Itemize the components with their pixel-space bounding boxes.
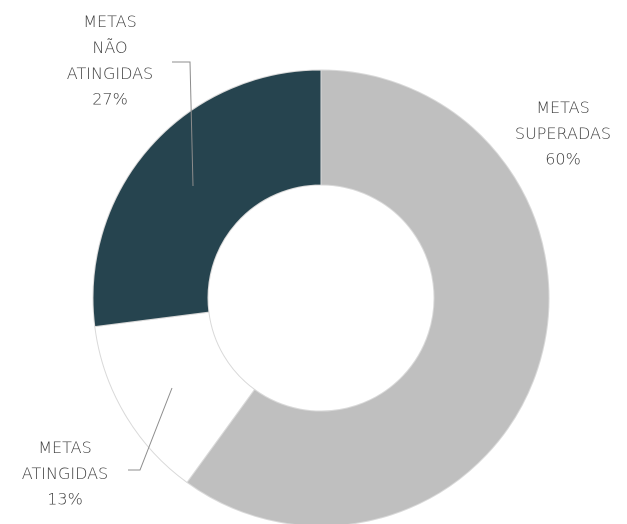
leader-line: [128, 387, 173, 471]
slice-label: METAS ATINGIDAS: [22, 438, 108, 483]
donut-slice: [186, 69, 550, 524]
donut-slice: [92, 69, 322, 328]
leader-line: [172, 61, 194, 187]
value-label: 13%: [47, 490, 83, 509]
slice-label: METAS SUPERADAS: [515, 98, 611, 143]
slice-label: METAS NÃO ATINGIDAS: [67, 12, 153, 83]
value-label: 27%: [92, 90, 128, 109]
value-label: 60%: [545, 150, 581, 169]
